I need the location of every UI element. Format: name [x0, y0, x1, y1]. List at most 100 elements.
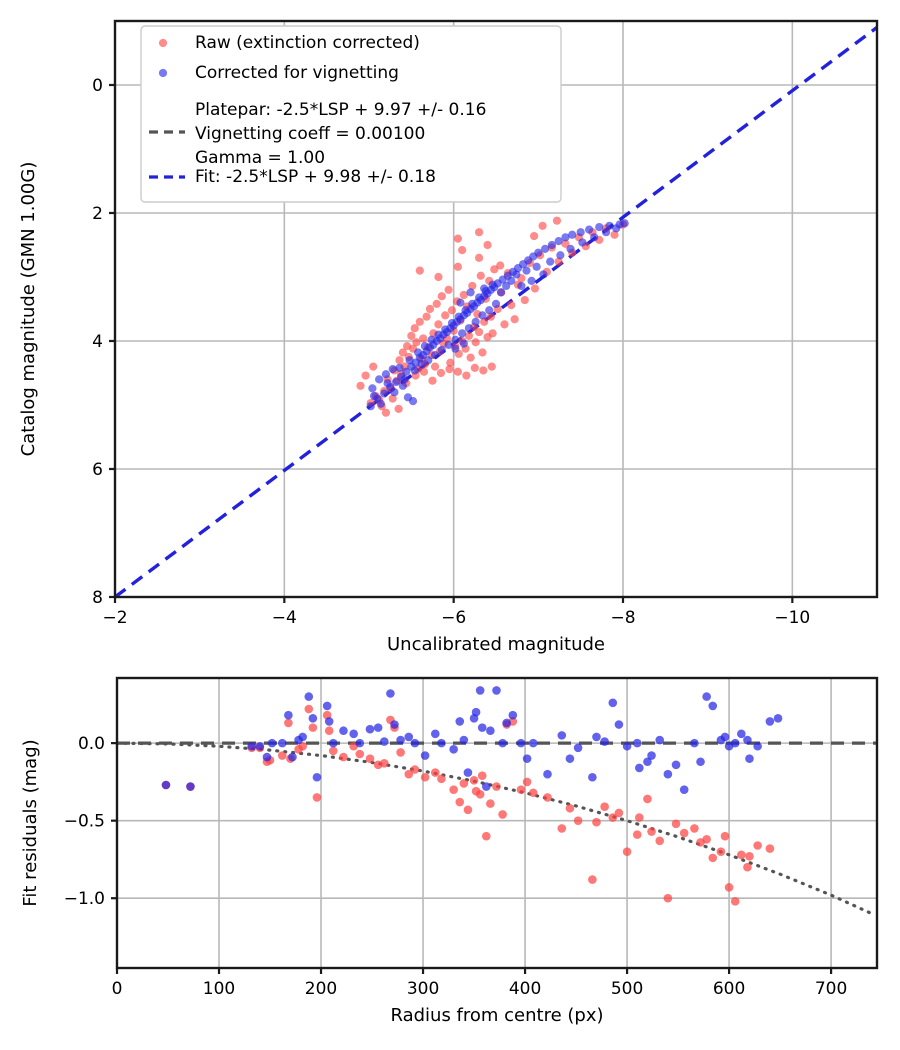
legend: Raw (extinction corrected) Corrected for …	[140, 25, 562, 203]
data-point	[576, 228, 585, 237]
residuals-plot-axes: 0 100 200 300 400 500 600 700 0.0 −0.5 −1.0 Radius …	[20, 676, 879, 1026]
legend-entry[interactable]: Raw (extinction corrected)	[158, 33, 420, 53]
data-point	[479, 366, 488, 375]
data-point	[585, 225, 594, 234]
data-point	[528, 788, 538, 798]
data-point	[453, 262, 462, 271]
data-point	[498, 810, 507, 819]
data-point	[671, 760, 681, 770]
x-tick-label: −4	[272, 608, 297, 628]
data-point	[312, 793, 322, 802]
data-point	[373, 723, 383, 732]
data-point	[381, 408, 391, 417]
data-point	[434, 330, 443, 339]
data-point	[481, 831, 491, 841]
data-point	[390, 388, 399, 397]
data-point	[538, 221, 547, 230]
data-point	[388, 394, 397, 403]
data-point	[600, 802, 609, 812]
data-point	[622, 847, 632, 856]
legend-entry[interactable]: Platepar: -2.5*LSP + 9.97 +/- 0.16 Vignet…	[149, 100, 486, 168]
x-tick-label: 400	[509, 979, 541, 999]
data-point	[410, 324, 419, 333]
data-point	[471, 317, 480, 326]
data-point	[488, 280, 497, 289]
data-point	[643, 794, 652, 804]
data-point	[716, 847, 726, 856]
data-point	[532, 262, 541, 271]
data-point	[663, 893, 673, 903]
axes-frame	[115, 676, 879, 970]
data-point	[388, 365, 397, 374]
data-point	[492, 686, 501, 695]
data-point	[470, 363, 479, 372]
data-point	[608, 698, 618, 708]
data-point	[459, 735, 469, 745]
data-point	[247, 741, 256, 751]
data-point	[304, 692, 314, 701]
data-point	[753, 741, 762, 751]
legend-entry[interactable]: Fit: -2.5*LSP + 9.98 +/- 0.18	[149, 167, 436, 187]
data-point	[745, 852, 754, 861]
x-tick-label: 200	[305, 979, 337, 999]
data-point	[419, 334, 428, 343]
data-point	[379, 737, 389, 746]
data-point	[369, 362, 378, 371]
data-point	[449, 745, 458, 754]
data-point	[476, 271, 485, 280]
data-point	[635, 813, 644, 822]
data-point	[541, 244, 550, 253]
data-point	[561, 233, 570, 242]
data-point	[483, 240, 492, 250]
data-point	[488, 329, 497, 338]
legend-entry[interactable]: Corrected for vignetting	[158, 63, 399, 83]
data-point	[632, 738, 642, 748]
y-tick-label: 2	[92, 204, 103, 224]
data-point	[708, 853, 718, 863]
data-point	[696, 838, 705, 847]
data-point	[474, 327, 484, 337]
data-point	[267, 738, 277, 748]
x-tick-label: −10	[774, 608, 810, 628]
data-point	[328, 746, 338, 756]
data-point	[368, 384, 377, 393]
data-point	[554, 257, 563, 266]
data-point	[414, 348, 423, 357]
data-point	[410, 765, 420, 774]
data-point	[592, 817, 601, 827]
data-point	[386, 689, 395, 698]
data-point	[561, 239, 570, 248]
y-tick-label: 6	[92, 460, 103, 480]
data-point	[436, 368, 446, 378]
data-point	[690, 824, 699, 833]
data-point	[459, 290, 468, 300]
data-point	[517, 281, 526, 291]
data-point	[753, 841, 762, 850]
data-point	[720, 732, 730, 742]
data-point	[516, 738, 526, 748]
data-point	[530, 231, 539, 241]
data-point	[430, 768, 440, 777]
data-point	[486, 799, 495, 808]
data-point	[298, 741, 307, 751]
legend-label: Fit: -2.5*LSP + 9.98 +/- 0.18	[195, 167, 436, 187]
data-point	[373, 760, 383, 770]
legend-background	[140, 25, 562, 203]
data-point	[471, 707, 481, 717]
data-point	[522, 266, 531, 275]
data-point	[534, 248, 543, 257]
data-point	[708, 701, 718, 711]
x-tick-label: 700	[815, 979, 847, 999]
data-point	[455, 717, 465, 726]
data-point	[632, 830, 642, 839]
data-point	[355, 738, 365, 748]
data-point	[461, 306, 470, 315]
scatter-series-raw	[356, 216, 628, 417]
data-point	[480, 284, 489, 293]
data-point	[262, 752, 272, 762]
data-point	[434, 320, 443, 329]
data-point	[595, 222, 604, 232]
data-point	[557, 824, 567, 833]
fit-line	[113, 26, 879, 599]
